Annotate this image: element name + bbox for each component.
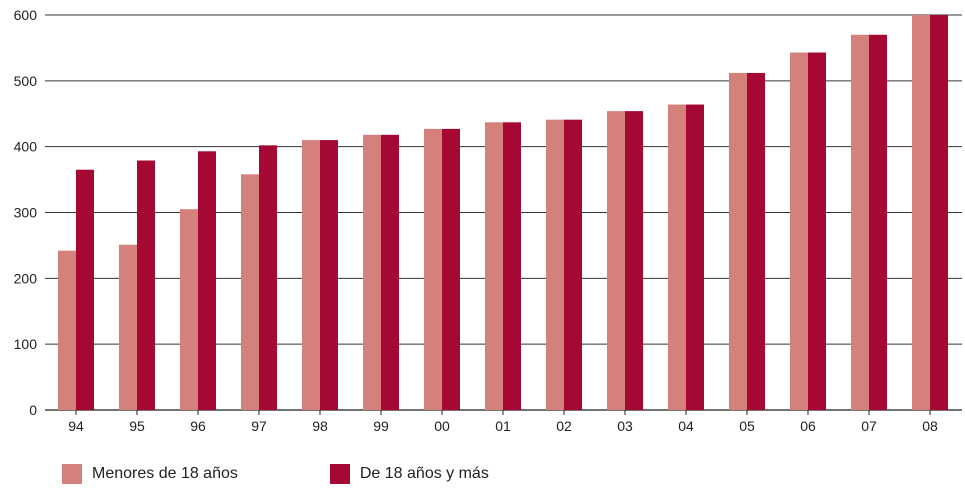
bars bbox=[58, 15, 948, 411]
x-axis-ticks: 94 95 96 97 98 99 00 01 02 03 04 05 06 07 08 bbox=[68, 410, 938, 434]
bar-menores-01 bbox=[485, 122, 503, 410]
bar-menores-97 bbox=[241, 174, 259, 410]
bar-menores-04 bbox=[668, 104, 686, 411]
legend-item-menores: Menores de 18 años bbox=[62, 464, 238, 484]
bar-adultos-02 bbox=[564, 119, 582, 411]
legend-swatch-menores bbox=[62, 464, 82, 484]
bar-menores-98 bbox=[302, 140, 320, 411]
x-tick-label: 98 bbox=[312, 418, 328, 434]
bar-adultos-08 bbox=[930, 15, 948, 410]
bar-adultos-94 bbox=[76, 169, 94, 410]
bar-adultos-01 bbox=[503, 122, 521, 410]
bar-menores-02 bbox=[546, 119, 564, 411]
y-tick-label: 600 bbox=[14, 7, 38, 23]
bar-adultos-98 bbox=[320, 140, 338, 411]
y-tick-label: 400 bbox=[14, 139, 38, 155]
bar-menores-94 bbox=[58, 250, 76, 410]
legend: Menores de 18 años De 18 años y más bbox=[62, 464, 581, 484]
y-tick-label: 100 bbox=[14, 336, 38, 352]
bar-adultos-95 bbox=[137, 160, 155, 410]
legend-label-menores: Menores de 18 años bbox=[92, 465, 238, 482]
bar-adultos-00 bbox=[442, 128, 460, 410]
bar-menores-00 bbox=[424, 128, 442, 410]
bar-menores-95 bbox=[119, 244, 137, 410]
legend-item-adultos: De 18 años y más bbox=[329, 464, 489, 484]
bar-adultos-03 bbox=[625, 111, 643, 410]
x-tick-label: 02 bbox=[556, 418, 572, 434]
bar-menores-96 bbox=[180, 209, 198, 410]
x-tick-label: 05 bbox=[739, 418, 755, 434]
bar-menores-99 bbox=[363, 134, 381, 411]
x-tick-label: 94 bbox=[68, 418, 84, 434]
y-axis-ticks: 0 100 200 300 400 500 600 bbox=[14, 7, 38, 418]
x-tick-label: 08 bbox=[922, 418, 938, 434]
bar-adultos-96 bbox=[198, 151, 216, 410]
bar-menores-08 bbox=[912, 15, 930, 410]
y-tick-label: 200 bbox=[14, 270, 38, 286]
x-tick-label: 04 bbox=[678, 418, 694, 434]
bar-menores-07 bbox=[851, 34, 869, 410]
bar-adultos-97 bbox=[259, 145, 277, 410]
bar-menores-06 bbox=[790, 52, 808, 411]
bar-adultos-05 bbox=[747, 72, 765, 410]
bar-menores-05 bbox=[729, 72, 747, 410]
y-tick-label: 300 bbox=[14, 205, 38, 221]
x-tick-label: 00 bbox=[434, 418, 450, 434]
bar-menores-03 bbox=[607, 111, 625, 410]
y-tick-label: 500 bbox=[14, 73, 38, 89]
legend-swatch-adultos bbox=[329, 464, 350, 484]
x-tick-label: 96 bbox=[190, 418, 206, 434]
x-tick-label: 06 bbox=[800, 418, 816, 434]
bar-adultos-07 bbox=[869, 34, 887, 410]
x-tick-label: 03 bbox=[617, 418, 633, 434]
x-tick-label: 95 bbox=[129, 418, 145, 434]
x-tick-label: 01 bbox=[495, 418, 511, 434]
x-tick-label: 99 bbox=[373, 418, 389, 434]
x-tick-label: 97 bbox=[251, 418, 267, 434]
bar-adultos-04 bbox=[686, 104, 704, 411]
bar-adultos-99 bbox=[381, 134, 399, 411]
bar-adultos-06 bbox=[808, 52, 826, 411]
y-tick-label: 0 bbox=[29, 402, 37, 418]
legend-label-adultos: De 18 años y más bbox=[359, 465, 489, 482]
x-tick-label: 07 bbox=[861, 418, 877, 434]
